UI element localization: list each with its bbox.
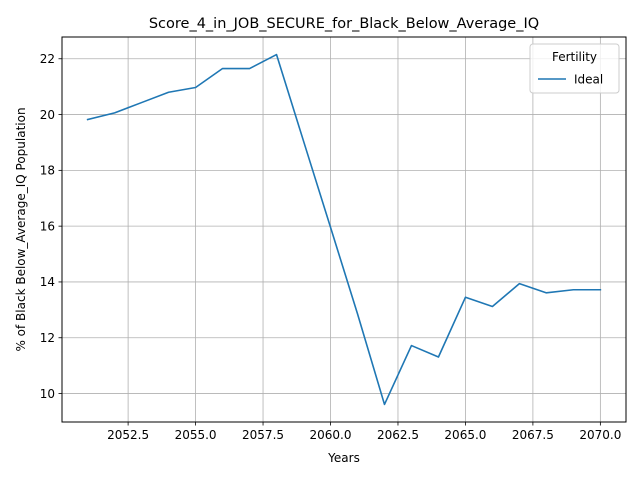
grid-lines (62, 37, 626, 422)
series-lines (86, 53, 602, 406)
y-axis-ticks: 10 12 14 16 18 20 22 (40, 52, 62, 401)
y-tick-label: 18 (40, 164, 55, 178)
y-tick-label: 16 (40, 219, 55, 233)
chart-title: Score_4_in_JOB_SECURE_for_Black_Below_Av… (149, 16, 539, 32)
x-tick-label: 2060.0 (310, 428, 352, 442)
x-tick-label: 2067.5 (512, 428, 554, 442)
plot-frame (61, 36, 627, 423)
x-tick-label: 2065.0 (444, 428, 486, 442)
x-tick-label: 2062.5 (377, 428, 419, 442)
series-line-ideal (86, 53, 602, 406)
x-tick-label: 2070.0 (579, 428, 621, 442)
y-axis-label: % of Black Below_Average_IQ Population (14, 107, 28, 351)
legend: Fertility Ideal (529, 43, 620, 94)
legend-entries: Ideal (538, 72, 603, 86)
x-axis-label: Years (327, 451, 360, 465)
legend-box (529, 43, 620, 94)
y-tick-label: 20 (40, 108, 55, 122)
y-tick-label: 22 (40, 52, 55, 66)
x-axis-ticks: 2052.5 2055.0 2057.5 2060.0 2062.5 2065.0 2067… (107, 422, 621, 442)
y-tick-label: 10 (40, 387, 55, 401)
x-tick-label: 2057.5 (242, 428, 284, 442)
legend-title: Fertility (552, 50, 597, 64)
x-tick-label: 2055.0 (175, 428, 217, 442)
legend-label-ideal: Ideal (574, 72, 603, 86)
y-tick-label: 12 (40, 331, 55, 345)
x-tick-label: 2052.5 (107, 428, 149, 442)
y-tick-label: 14 (40, 275, 55, 289)
